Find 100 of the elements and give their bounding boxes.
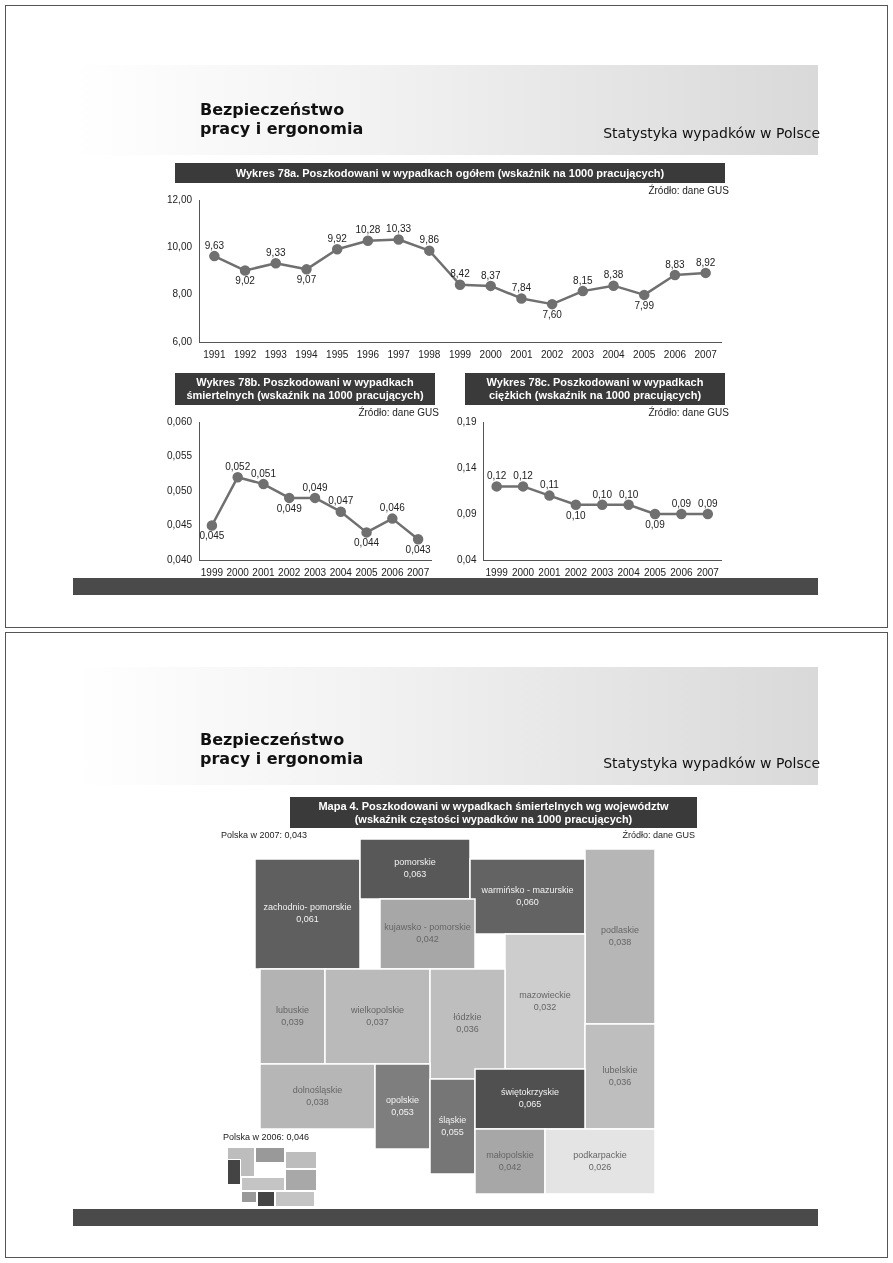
data-label: 9,07 bbox=[296, 274, 317, 286]
y-tick-label: 0,050 bbox=[166, 484, 193, 496]
point bbox=[544, 490, 555, 501]
data-label: 0,032 bbox=[533, 1001, 557, 1012]
x-tick-label: 1998 bbox=[418, 348, 441, 360]
text: Statystyka wypadków w Polsce bbox=[602, 125, 820, 141]
x-tick-label: 1999 bbox=[485, 566, 509, 578]
text: Mapa 4. Poszkodowani w wypadkach śmiertelnych wg województw bbox=[317, 799, 670, 813]
text: Bezpieczeństwo pracy i ergonomia bbox=[200, 100, 365, 138]
data-label: 0,049 bbox=[302, 481, 328, 493]
data-label: 0,045 bbox=[199, 530, 225, 542]
data-label: 0,12 bbox=[513, 470, 534, 482]
category-label: warmińsko - mazurskie bbox=[480, 884, 574, 895]
y-tick-label: 10,00 bbox=[166, 241, 193, 253]
x-tick-label: 2007 bbox=[694, 348, 718, 360]
data-label: 0,047 bbox=[328, 495, 354, 507]
data-label: 0,052 bbox=[225, 460, 251, 472]
x-tick-label: 1993 bbox=[264, 348, 288, 360]
point bbox=[309, 492, 321, 504]
x-tick-label: 2002 bbox=[278, 566, 301, 578]
y-tick-label: 12,00 bbox=[166, 193, 193, 205]
data-label: 0,039 bbox=[281, 1016, 304, 1027]
point bbox=[596, 499, 608, 511]
point bbox=[301, 264, 312, 275]
x-tick-label: 2005 bbox=[633, 348, 656, 360]
category-label: lubuskie bbox=[275, 1004, 310, 1015]
x-tick-label: 1996 bbox=[356, 348, 380, 360]
y-tick-label: 0,19 bbox=[456, 415, 477, 427]
text: Statystyka wypadków w Polsce bbox=[602, 755, 820, 771]
data-label: 9,86 bbox=[419, 234, 440, 246]
data-label: 0,063 bbox=[403, 869, 427, 880]
point bbox=[638, 289, 650, 301]
data-label: 0,10 bbox=[592, 488, 613, 500]
x-tick-label: 2004 bbox=[602, 348, 626, 360]
category-label: dolnośląskie bbox=[292, 1084, 343, 1095]
data-label: 0,038 bbox=[306, 1096, 329, 1107]
data-label: 0,043 bbox=[405, 544, 432, 556]
point bbox=[608, 280, 619, 291]
x-tick-label: 2002 bbox=[541, 348, 564, 360]
data-label: 10,28 bbox=[355, 224, 381, 236]
x-tick-label: 2004 bbox=[617, 566, 641, 578]
data-label: 9,33 bbox=[266, 246, 286, 258]
category-label: małopolskie bbox=[486, 1149, 534, 1160]
data-label: 0,051 bbox=[250, 467, 277, 479]
data-label: 0,09 bbox=[671, 497, 692, 509]
text: Bezpieczeństwo pracy i ergonomia bbox=[200, 730, 365, 768]
point bbox=[577, 285, 589, 297]
point bbox=[258, 478, 269, 490]
point bbox=[454, 279, 466, 290]
point bbox=[206, 520, 218, 531]
data-label: 0,09 bbox=[645, 518, 666, 530]
data-label: 8,83 bbox=[665, 258, 686, 270]
point bbox=[649, 508, 661, 520]
point bbox=[700, 267, 711, 279]
data-label: 0,042 bbox=[498, 1161, 522, 1172]
category-label: śląskie bbox=[438, 1114, 467, 1125]
x-tick-label: 1997 bbox=[387, 348, 411, 360]
data-label: 8,37 bbox=[480, 269, 501, 281]
data-label: 0,038 bbox=[608, 936, 632, 947]
x-tick-label: 2001 bbox=[538, 566, 562, 578]
x-tick-label: 2003 bbox=[303, 566, 327, 578]
y-tick-label: 0,055 bbox=[166, 450, 193, 462]
data-label: 0,055 bbox=[441, 1126, 464, 1137]
category-label: opolskie bbox=[385, 1094, 420, 1105]
point bbox=[335, 506, 347, 517]
text: Polska w 2006: 0,046 bbox=[223, 1131, 310, 1142]
point bbox=[362, 235, 374, 246]
data-label: 10,33 bbox=[386, 223, 412, 235]
point bbox=[546, 298, 558, 310]
data-label: 9,63 bbox=[204, 239, 225, 251]
x-tick-label: 1995 bbox=[326, 348, 349, 360]
y-tick-label: 0,14 bbox=[456, 461, 477, 473]
data-label: 8,92 bbox=[695, 256, 716, 268]
point bbox=[570, 499, 582, 511]
y-tick-label: 6,00 bbox=[172, 335, 193, 347]
point bbox=[676, 508, 687, 520]
x-tick-label: 1999 bbox=[200, 566, 224, 578]
data-label: 0,09 bbox=[698, 497, 718, 509]
category-label: podkarpackie bbox=[573, 1149, 627, 1160]
text: Źródło: dane GUS bbox=[358, 405, 440, 418]
text: Źródło: dane GUS bbox=[648, 405, 730, 418]
category-label: łódzkie bbox=[453, 1012, 482, 1023]
point bbox=[283, 492, 295, 504]
data-label: 0,046 bbox=[379, 502, 406, 514]
point bbox=[270, 257, 282, 269]
data-label: 0,042 bbox=[416, 934, 439, 945]
data-label: 7,99 bbox=[634, 299, 655, 311]
data-label: 7,84 bbox=[511, 282, 532, 294]
x-tick-label: 2006 bbox=[381, 566, 404, 578]
point bbox=[387, 513, 398, 524]
data-label: 0,036 bbox=[608, 1076, 632, 1087]
data-label: 0,10 bbox=[618, 488, 639, 500]
data-label: 9,92 bbox=[327, 232, 348, 244]
data-label: 0,049 bbox=[276, 502, 303, 514]
category-label: podlaskie bbox=[600, 924, 640, 935]
data-label: 0,10 bbox=[566, 509, 587, 521]
point bbox=[669, 269, 681, 281]
x-tick-label: 2000 bbox=[479, 348, 503, 360]
data-label: 0,11 bbox=[540, 479, 560, 491]
category-label: świętokrzyskie bbox=[500, 1087, 560, 1098]
